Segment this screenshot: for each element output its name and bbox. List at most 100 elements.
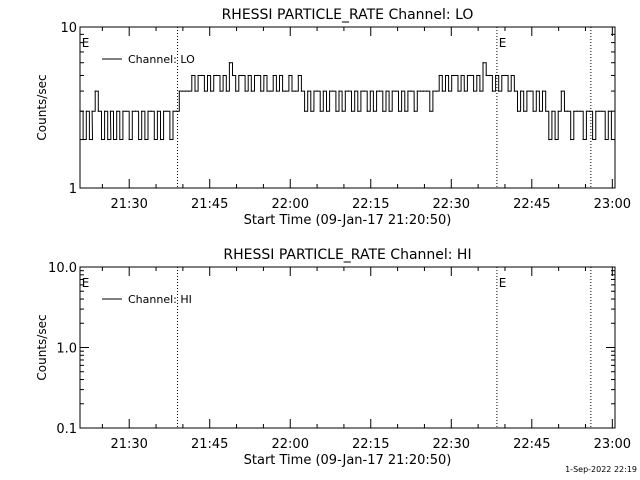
chart-title: RHESSI PARTICLE_RATE Channel: LO: [222, 7, 474, 23]
data-point: [397, 110, 400, 112]
data-point: [213, 74, 215, 77]
data-point: [163, 110, 165, 112]
data-point: [250, 90, 252, 92]
data-point: [125, 110, 127, 112]
data-point: [532, 110, 534, 112]
data-point: [116, 110, 118, 112]
data-point: [156, 110, 158, 112]
data-point: [516, 110, 519, 112]
data-point: [88, 138, 90, 141]
data-point: [391, 90, 393, 92]
data-point: [150, 110, 152, 112]
data-point: [288, 74, 290, 77]
plot-frame: [79, 266, 616, 429]
data-point: [354, 90, 356, 92]
data-point: [107, 138, 109, 141]
series-line-lo: [80, 62, 615, 140]
data-point: [141, 110, 143, 112]
data-point: [291, 90, 293, 92]
data-point: [382, 110, 384, 112]
data-point: [469, 74, 472, 77]
data-point: [82, 138, 84, 141]
x-tick-label: 22:30: [433, 437, 470, 452]
data-point: [551, 110, 553, 112]
data-point: [294, 90, 296, 92]
data-point: [422, 90, 425, 92]
data-point: [153, 138, 155, 141]
data-point: [304, 110, 306, 112]
x-tick-label: 22:00: [272, 197, 309, 212]
data-point: [476, 74, 478, 77]
data-point: [275, 90, 277, 92]
data-point: [473, 90, 475, 92]
data-point: [260, 90, 262, 92]
data-point: [188, 90, 190, 92]
data-point: [545, 110, 547, 112]
legend-label: Channel: HI: [128, 293, 192, 306]
data-point: [363, 90, 365, 92]
data-point: [97, 110, 99, 112]
data-point: [200, 74, 202, 77]
x-tick-label: 22:45: [513, 197, 550, 212]
data-point: [172, 110, 174, 112]
data-point: [457, 90, 459, 92]
data-point: [444, 74, 447, 77]
data-point: [388, 110, 390, 112]
data-point: [219, 90, 221, 92]
x-tick-label: 21:30: [110, 197, 147, 212]
data-point: [91, 110, 93, 112]
data-point: [338, 90, 340, 92]
data-point: [369, 90, 371, 92]
data-point: [263, 74, 265, 77]
data-point: [570, 138, 572, 141]
data-point: [441, 90, 443, 92]
data-point: [181, 90, 183, 92]
data-point: [435, 90, 437, 92]
data-point: [451, 74, 453, 77]
data-point: [513, 90, 516, 92]
x-tick-label: 22:45: [513, 437, 550, 452]
data-point: [175, 110, 177, 112]
data-point: [520, 90, 522, 92]
data-point: [560, 90, 562, 92]
data-point: [419, 90, 421, 92]
data-point: [104, 110, 106, 112]
data-point: [501, 74, 503, 77]
x-tick-label: 21:45: [191, 197, 228, 212]
data-point: [222, 74, 224, 77]
data-point: [310, 110, 312, 112]
data-point: [166, 110, 168, 112]
data-point: [448, 90, 450, 92]
data-point: [498, 90, 500, 92]
data-point: [554, 138, 556, 141]
data-point: [203, 90, 205, 92]
data-point: [582, 138, 584, 141]
data-point: [300, 90, 302, 92]
data-point: [432, 90, 434, 92]
data-point: [438, 74, 440, 77]
data-point: [557, 110, 559, 112]
data-point: [332, 90, 334, 92]
data-point: [79, 110, 81, 112]
data-point: [322, 90, 324, 92]
x-tick-label: 23:00: [594, 437, 631, 452]
data-point: [319, 110, 321, 112]
data-point: [194, 90, 196, 92]
data-point: [454, 74, 456, 77]
event-marker-label: E: [499, 276, 507, 290]
chart-title: RHESSI PARTICLE_RATE Channel: HI: [223, 247, 471, 263]
data-point: [244, 90, 246, 92]
event-marker-label: E: [82, 36, 90, 50]
x-tick-label: 21:45: [191, 437, 228, 452]
data-point: [185, 90, 187, 92]
data-point: [341, 110, 343, 112]
data-point: [344, 90, 346, 92]
data-point: [579, 110, 581, 112]
data-point: [144, 138, 146, 141]
data-point: [495, 74, 497, 77]
data-point: [297, 74, 299, 77]
x-tick-label: 22:15: [352, 437, 389, 452]
data-point: [325, 110, 328, 112]
data-point: [228, 62, 230, 64]
